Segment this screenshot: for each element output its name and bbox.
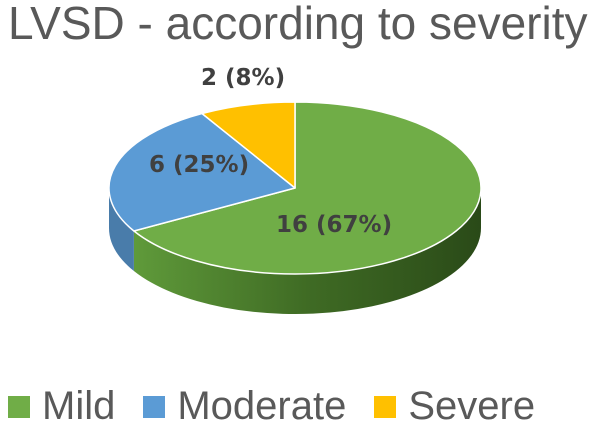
legend-item-moderate: Moderate	[143, 384, 346, 429]
swatch-severe-icon	[374, 395, 397, 418]
legend-item-severe: Severe	[374, 384, 535, 429]
data-label-moderate: 6 (25%)	[149, 152, 249, 178]
legend-label-moderate: Moderate	[177, 384, 347, 428]
legend-label-mild: Mild	[42, 384, 116, 428]
legend: Mild Moderate Severe	[8, 384, 563, 429]
legend-label-severe: Severe	[408, 384, 536, 428]
swatch-moderate-icon	[143, 395, 166, 418]
slice-side-moderate	[109, 188, 134, 271]
data-label-mild: 16 (67%)	[276, 212, 392, 238]
data-label-severe: 2 (8%)	[201, 65, 285, 91]
chart-title: LVSD - according to severity	[8, 0, 588, 49]
swatch-mild-icon	[8, 395, 30, 418]
slice-severe	[201, 101, 296, 189]
legend-item-mild: Mild	[8, 384, 115, 429]
slice-side-mild	[133, 188, 481, 314]
slice-mild	[133, 101, 482, 275]
slice-moderate	[108, 112, 296, 232]
